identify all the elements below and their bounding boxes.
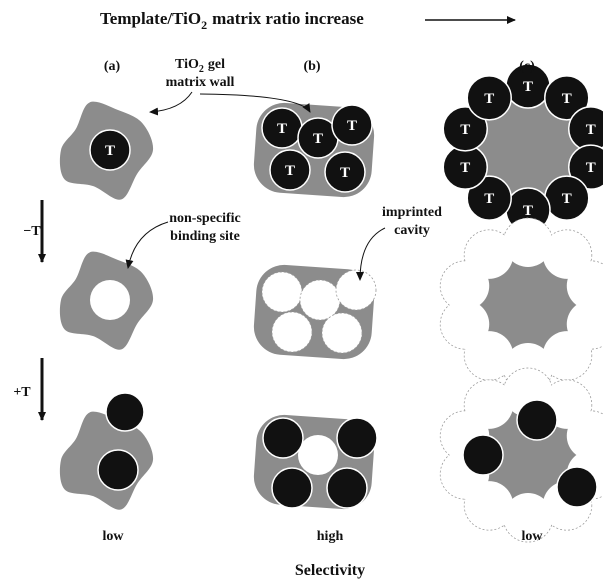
template-label: T xyxy=(277,121,287,137)
diagram: TTTTTTTTTTTTTTTT Template/TiO2matrix rat… xyxy=(0,0,603,581)
cavity-label: imprinted xyxy=(382,205,442,220)
matrix-wall-label: matrix wall xyxy=(166,75,235,90)
template-label: T xyxy=(347,118,357,134)
step-label: −T xyxy=(23,224,41,239)
template xyxy=(557,467,597,507)
title-sub: 2 xyxy=(201,18,207,32)
template xyxy=(106,393,144,431)
cavity xyxy=(322,313,362,353)
cavity xyxy=(90,280,130,320)
label-text: TiO xyxy=(175,57,199,72)
cavity-label: cavity xyxy=(394,223,430,238)
template xyxy=(463,435,503,475)
template-label: T xyxy=(285,163,295,179)
template-label: T xyxy=(562,191,572,207)
template xyxy=(327,468,367,508)
template-label: T xyxy=(484,91,494,107)
pointer xyxy=(150,92,192,112)
selectivity-value: high xyxy=(317,529,344,544)
template-label: T xyxy=(586,160,596,176)
cavity xyxy=(262,272,302,312)
title-text: Template/TiO xyxy=(100,9,201,28)
template xyxy=(337,418,377,458)
template-label: T xyxy=(586,122,596,138)
template-label: T xyxy=(105,143,115,159)
template xyxy=(263,418,303,458)
column-label: (a) xyxy=(104,59,121,74)
cavity-fill xyxy=(465,231,513,279)
template-label: T xyxy=(460,122,470,138)
template-label: T xyxy=(484,191,494,207)
title-text: matrix ratio increase xyxy=(212,9,364,28)
selectivity-value: low xyxy=(522,529,544,544)
footer: Selectivity xyxy=(295,562,365,579)
title: Template/TiO2 matrix ratio increase xyxy=(100,9,364,32)
template-label: T xyxy=(460,160,470,176)
selectivity-value: low xyxy=(103,529,125,544)
column-label: (b) xyxy=(303,59,320,74)
column-label: (c) xyxy=(519,59,535,74)
cavity xyxy=(272,312,312,352)
template-label: T xyxy=(313,131,323,147)
cavity-fill xyxy=(465,381,513,429)
pointer xyxy=(128,222,168,268)
step-label: +T xyxy=(13,385,31,400)
cavity xyxy=(300,280,340,320)
template xyxy=(98,450,138,490)
template-label: T xyxy=(523,79,533,95)
label-text: gel xyxy=(208,57,225,72)
template xyxy=(517,400,557,440)
template xyxy=(272,468,312,508)
cavity xyxy=(298,435,338,475)
template-label: T xyxy=(340,165,350,181)
template-label: T xyxy=(523,203,533,219)
template-label: T xyxy=(562,91,572,107)
binding-label: non-specific xyxy=(169,211,241,226)
label-sub: 2 xyxy=(199,64,204,75)
matrix-wall-label: TiO2 gel xyxy=(175,57,225,75)
binding-label: binding site xyxy=(170,229,240,244)
cavity xyxy=(336,270,376,310)
